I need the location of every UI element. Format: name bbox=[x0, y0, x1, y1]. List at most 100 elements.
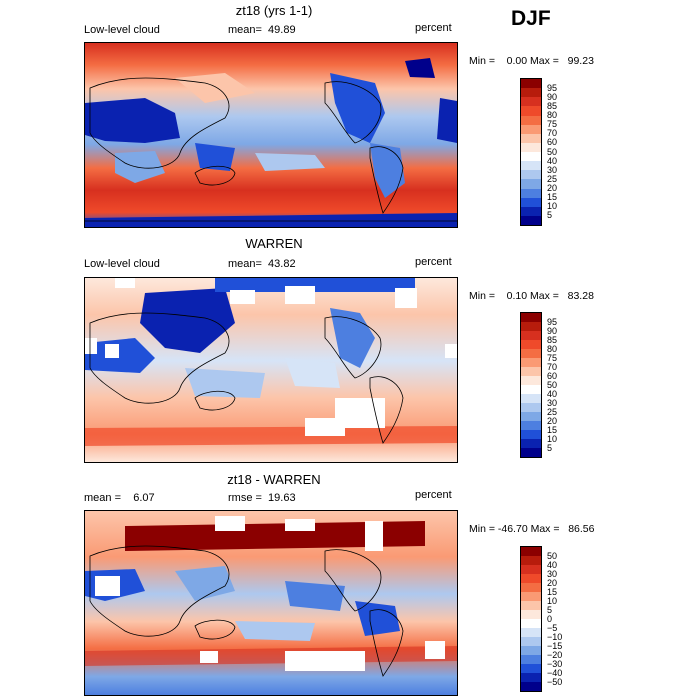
colorbar-segment bbox=[521, 646, 541, 655]
colorbar-tick-label: 10 bbox=[547, 433, 558, 444]
colorbar-tick-label: 85 bbox=[547, 100, 558, 111]
colorbar-segment bbox=[521, 367, 541, 376]
colorbar-tick-label: −20 bbox=[547, 649, 563, 660]
colorbar-tick-label: 95 bbox=[547, 82, 558, 93]
colorbar-tick-label: 70 bbox=[547, 361, 558, 372]
colorbar-segment bbox=[521, 142, 541, 152]
colorbar-segment bbox=[521, 601, 541, 610]
colorbar-segment bbox=[521, 206, 541, 216]
colorbar-tick-label: 40 bbox=[547, 388, 558, 399]
panel3-minmax: Min = -46.70 Max = 86.56 bbox=[469, 523, 595, 535]
panel2-mean: mean= 43.82 bbox=[228, 258, 296, 270]
colorbar-segment bbox=[521, 349, 541, 358]
panel3-mean: mean = 6.07 bbox=[84, 492, 155, 504]
season-label: DJF bbox=[511, 7, 551, 30]
colorbar-tick-label: 75 bbox=[547, 119, 558, 130]
colorbar-tick-label: 50 bbox=[547, 550, 558, 561]
panel2-map bbox=[84, 277, 458, 463]
panel2-title: WARREN bbox=[245, 236, 303, 251]
colorbar-tick-label: 30 bbox=[547, 568, 558, 579]
panel3-map-plot bbox=[85, 511, 457, 695]
colorbar-tick-label: 25 bbox=[547, 173, 558, 184]
panel1-units: percent bbox=[415, 22, 452, 34]
colorbar-segment bbox=[521, 340, 541, 349]
colorbar-tick-label: 20 bbox=[547, 183, 558, 193]
colorbar-segment bbox=[521, 421, 541, 430]
colorbar-tick-label: 30 bbox=[547, 397, 558, 408]
colorbar-tick-label: 80 bbox=[547, 110, 558, 120]
colorbar-tick-label: 5 bbox=[547, 442, 553, 453]
colorbar-segment bbox=[521, 430, 541, 439]
colorbar-segment bbox=[521, 197, 541, 207]
colorbar-tick-label: 0 bbox=[547, 613, 553, 624]
panel3-title: zt18 - WARREN bbox=[227, 472, 321, 487]
panel2-units: percent bbox=[415, 256, 452, 268]
panel2-variable-label: Low-level cloud bbox=[84, 258, 160, 270]
panel2-colorbar bbox=[520, 312, 542, 458]
colorbar-segment bbox=[521, 637, 541, 646]
colorbar-segment bbox=[521, 403, 541, 412]
colorbar-segment bbox=[521, 619, 541, 628]
colorbar-segment bbox=[521, 610, 541, 619]
colorbar-tick-label: 25 bbox=[547, 406, 558, 417]
colorbar-tick-label: 10 bbox=[547, 595, 558, 606]
colorbar-tick-label: 20 bbox=[547, 415, 558, 426]
colorbar-segment bbox=[521, 124, 541, 134]
colorbar-segment bbox=[521, 106, 541, 116]
colorbar-tick-label: 15 bbox=[547, 424, 558, 435]
panel1-map-plot bbox=[85, 43, 457, 227]
panel1-minmax: Min = 0.00 Max = 99.23 bbox=[469, 55, 594, 67]
colorbar-segment bbox=[521, 448, 541, 457]
colorbar-segment bbox=[521, 673, 541, 682]
panel2-minmax: Min = 0.10 Max = 83.28 bbox=[469, 290, 594, 302]
colorbar-tick-label: 15 bbox=[547, 192, 558, 203]
colorbar-segment bbox=[521, 152, 541, 162]
colorbar-segment bbox=[521, 655, 541, 664]
colorbar-tick-label: 15 bbox=[547, 586, 558, 597]
colorbar-segment bbox=[521, 331, 541, 340]
colorbar-segment bbox=[521, 170, 541, 180]
colorbar-segment bbox=[521, 394, 541, 403]
colorbar-tick-label: 50 bbox=[547, 146, 558, 157]
panel3-map bbox=[84, 510, 458, 696]
colorbar-segment bbox=[521, 97, 541, 107]
colorbar-tick-label: −10 bbox=[547, 631, 563, 642]
colorbar-tick-label: 20 bbox=[547, 577, 558, 588]
colorbar-tick-label: 85 bbox=[547, 334, 558, 345]
panel2-map-plot bbox=[85, 278, 457, 462]
colorbar-segment bbox=[521, 313, 541, 322]
colorbar-tick-label: 80 bbox=[547, 343, 558, 354]
colorbar-tick-label: 30 bbox=[547, 164, 558, 175]
colorbar-segment bbox=[521, 115, 541, 125]
colorbar-tick-label: −5 bbox=[547, 622, 558, 633]
colorbar-segment bbox=[521, 583, 541, 592]
panel1-colorbar bbox=[520, 78, 542, 226]
colorbar-tick-label: 5 bbox=[547, 210, 553, 221]
panel1-mean: mean= 49.89 bbox=[228, 24, 296, 36]
panel3-rmse: rmse = 19.63 bbox=[228, 492, 296, 504]
colorbar-tick-label: −30 bbox=[547, 658, 563, 669]
colorbar-segment bbox=[521, 556, 541, 565]
colorbar-tick-label: 40 bbox=[547, 559, 558, 570]
colorbar-segment bbox=[521, 322, 541, 331]
panel3-colorbar bbox=[520, 546, 542, 692]
colorbar-tick-label: −40 bbox=[547, 667, 563, 678]
colorbar-segment bbox=[521, 179, 541, 189]
colorbar-segment bbox=[521, 628, 541, 637]
colorbar-tick-label: 5 bbox=[547, 604, 553, 615]
colorbar-segment bbox=[521, 574, 541, 583]
colorbar-segment bbox=[521, 79, 541, 89]
colorbar-segment bbox=[521, 188, 541, 198]
colorbar-segment bbox=[521, 358, 541, 367]
colorbar-segment bbox=[521, 385, 541, 394]
colorbar-tick-label: 10 bbox=[547, 201, 558, 212]
colorbar-tick-label: 90 bbox=[547, 325, 558, 336]
panel1-variable-label: Low-level cloud bbox=[84, 24, 160, 36]
colorbar-segment bbox=[521, 376, 541, 385]
colorbar-tick-label: 40 bbox=[547, 155, 558, 166]
colorbar-segment bbox=[521, 412, 541, 421]
colorbar-tick-label: 75 bbox=[547, 352, 558, 363]
colorbar-segment bbox=[521, 215, 541, 225]
colorbar-tick-label: 90 bbox=[547, 91, 558, 102]
colorbar-segment bbox=[521, 161, 541, 171]
